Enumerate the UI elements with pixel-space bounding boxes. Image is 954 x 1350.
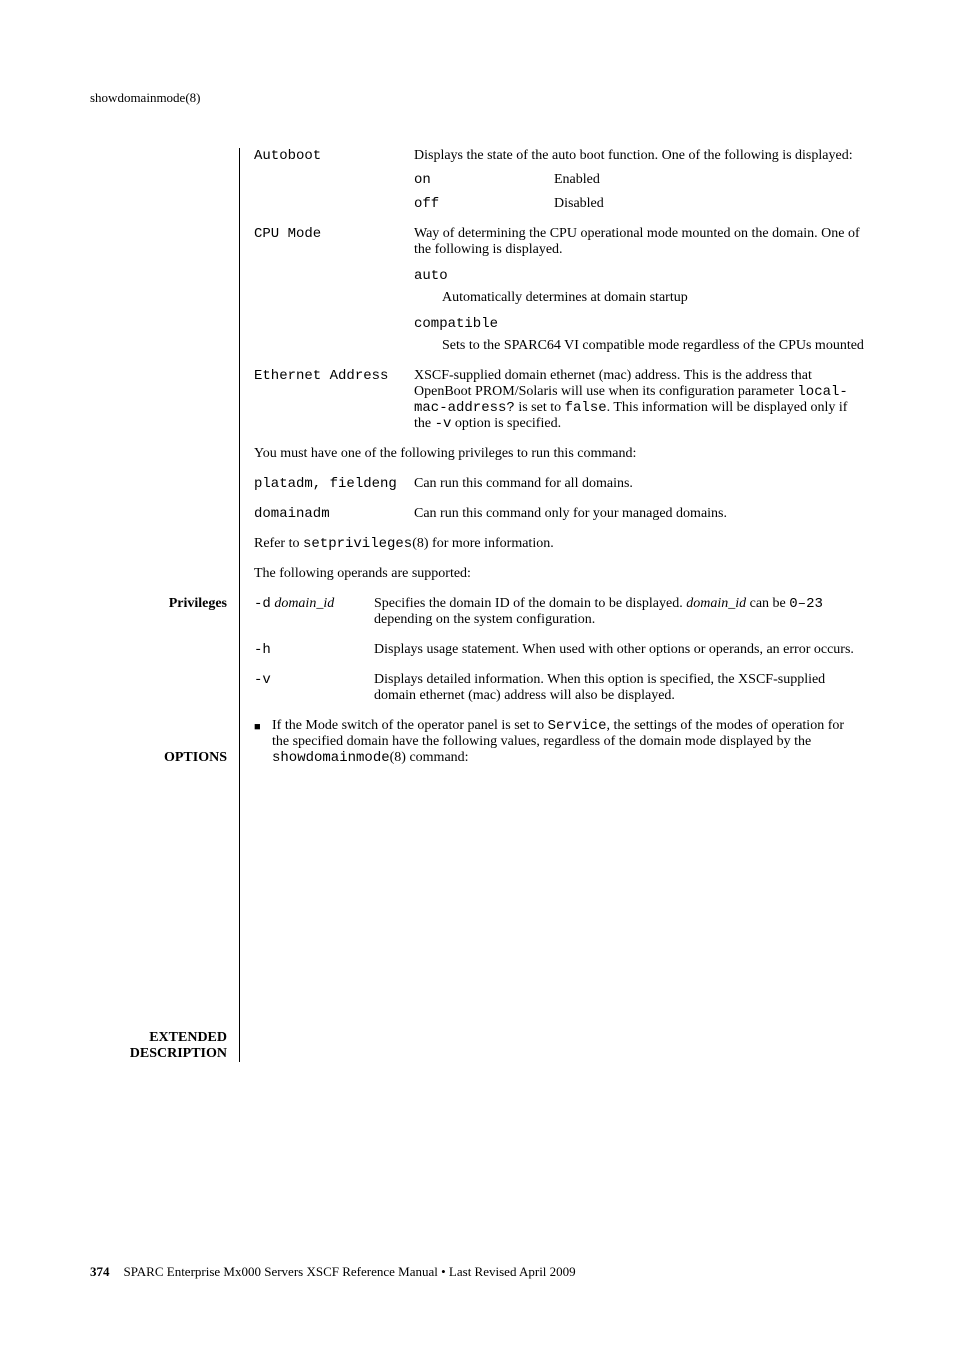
cpumode-auto-term: auto (414, 268, 864, 284)
privileges-label: Privileges (90, 596, 227, 612)
page-number: 374 (90, 1264, 110, 1279)
opt-d-desc: Specifies the domain ID of the domain to… (374, 596, 864, 628)
privileges-intro: You must have one of the following privi… (254, 446, 864, 462)
privileges-refer: Refer to setprivileges(8) for more infor… (254, 536, 864, 552)
autoboot-off-desc: Disabled (554, 196, 604, 212)
domainadm-desc: Can run this command only for your manag… (414, 506, 864, 522)
opt-v-term: -v (254, 672, 374, 704)
right-column: Autoboot Displays the state of the auto … (240, 148, 864, 1062)
opt-h-term: -h (254, 642, 374, 658)
options-intro: The following operands are supported: (254, 566, 864, 582)
autoboot-on-desc: Enabled (554, 172, 600, 188)
options-label: OPTIONS (90, 750, 227, 766)
autoboot-on-term: on (414, 172, 554, 188)
left-column: Privileges OPTIONS EXTENDED DESCRIPTION (90, 148, 240, 1062)
autoboot-desc: Displays the state of the auto boot func… (414, 148, 864, 212)
extended-label-1: EXTENDED (90, 1030, 227, 1046)
cpumode-term: CPU Mode (254, 226, 414, 354)
page-footer: 374 SPARC Enterprise Mx000 Servers XSCF R… (90, 1264, 576, 1280)
cpumode-compat-term: compatible (414, 316, 864, 332)
footer-text: SPARC Enterprise Mx000 Servers XSCF Refe… (124, 1264, 576, 1279)
autoboot-desc-text: Displays the state of the auto boot func… (414, 148, 853, 163)
page-header: showdomainmode(8) (90, 90, 864, 106)
opt-h-desc: Displays usage statement. When used with… (374, 642, 864, 658)
cpumode-desc-text: Way of determining the CPU operational m… (414, 226, 860, 257)
ethernet-desc: XSCF-supplied domain ethernet (mac) addr… (414, 368, 864, 432)
cpumode-auto-desc: Automatically determines at domain start… (414, 290, 864, 306)
cpumode-desc: Way of determining the CPU operational m… (414, 226, 864, 354)
extended-bullet-text: If the Mode switch of the operator panel… (272, 718, 864, 766)
autoboot-off-term: off (414, 196, 554, 212)
opt-d-term: -d domain_id (254, 596, 374, 628)
platadm-term: platadm, fieldeng (254, 476, 414, 492)
domainadm-term: domainadm (254, 506, 414, 522)
ethernet-term: Ethernet Address (254, 368, 414, 432)
extended-label-2: DESCRIPTION (90, 1046, 227, 1062)
platadm-desc: Can run this command for all domains. (414, 476, 864, 492)
autoboot-term: Autoboot (254, 148, 414, 212)
cpumode-compat-desc: Sets to the SPARC64 VI compatible mode r… (414, 338, 864, 354)
bullet-icon: ■ (254, 718, 272, 766)
opt-v-desc: Displays detailed information. When this… (374, 672, 864, 704)
